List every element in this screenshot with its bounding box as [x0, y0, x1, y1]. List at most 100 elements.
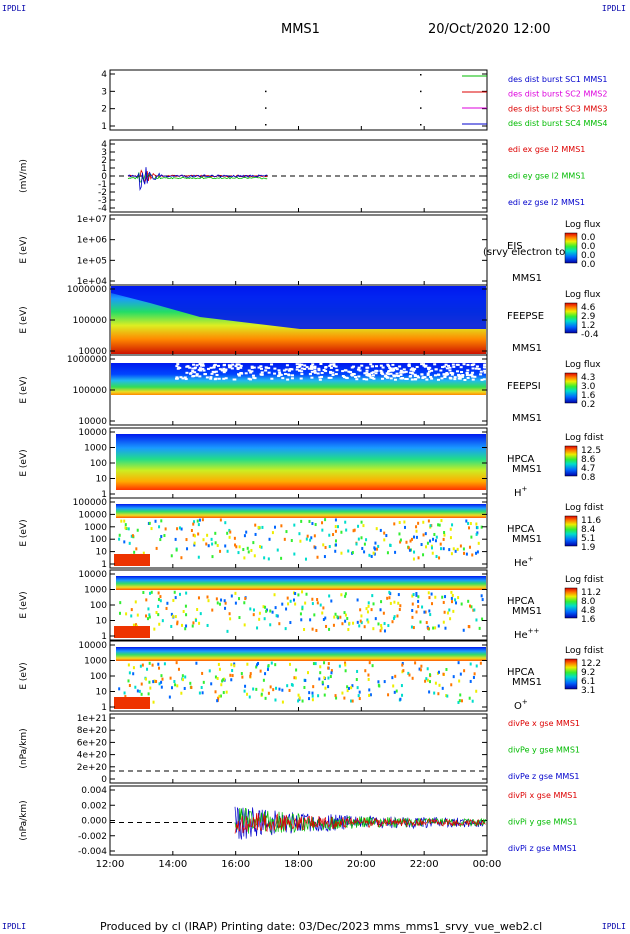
spectrogram-fill: [387, 693, 390, 697]
burst-marker: [420, 107, 422, 109]
spectrogram-fill: [442, 373, 446, 376]
spectrogram-fill: [303, 627, 306, 631]
spectrogram-fill: [114, 554, 150, 566]
spectrogram-fill: [289, 599, 292, 603]
spectrogram-fill: [431, 551, 434, 555]
spectrogram-fill: [322, 606, 325, 610]
y-tick-label: 1000: [84, 444, 107, 454]
spectrogram-fill: [289, 621, 292, 625]
spectrogram-fill: [432, 626, 435, 630]
spectrogram-fill: [314, 546, 317, 550]
spectrogram-fill: [297, 693, 300, 697]
spectrogram-fill: [475, 664, 478, 668]
spectrogram-fill: [393, 600, 396, 604]
spectrogram-fill: [374, 372, 378, 375]
spectrogram-fill: [460, 699, 463, 703]
spectrogram-fill: [441, 595, 444, 599]
spectrogram-fill: [306, 534, 309, 538]
spectrogram-fill: [445, 668, 448, 672]
spectrogram-fill: [471, 699, 474, 703]
spectrogram-fill: [274, 663, 277, 667]
spectrogram-fill: [367, 604, 370, 608]
spectrogram-fill: [419, 668, 422, 672]
spectrogram-fill: [197, 596, 200, 600]
y-tick-label: 1000: [84, 657, 107, 667]
spectrogram-fill: [267, 371, 271, 374]
y-tick-label: 1000: [84, 523, 107, 533]
legend-entry: divPi z gse MMS1: [508, 844, 577, 853]
spectrogram-fill: [336, 525, 339, 529]
spectrogram-fill: [324, 545, 327, 549]
spectrogram-fill: [263, 617, 266, 621]
spectrogram-fill: [311, 597, 314, 601]
spectrogram-fill: [351, 684, 354, 688]
spectrogram-fill: [228, 528, 231, 532]
colorbar-title: Log fdist: [565, 433, 604, 443]
spectrogram-fill: [422, 364, 426, 367]
spectrogram-fill: [392, 616, 395, 620]
spectrogram-fill: [201, 367, 205, 370]
y-tick-label: 1: [101, 560, 107, 570]
spectrogram-fill: [250, 370, 254, 373]
spectrogram-fill: [195, 364, 199, 367]
spectrogram-fill: [128, 541, 131, 545]
spectrogram-fill: [132, 666, 135, 670]
spectrogram-fill: [450, 552, 453, 556]
spectrogram-fill: [420, 373, 424, 376]
species-charge: +: [522, 485, 528, 493]
spectrogram-fill: [224, 544, 227, 548]
spectrogram-fill: [282, 369, 286, 372]
legend-entry: divPi y gse MMS1: [508, 818, 577, 827]
spectrogram-fill: [127, 679, 130, 683]
spectrogram-fill: [321, 680, 324, 684]
spectrogram-fill: [428, 596, 431, 600]
spectrogram-fill: [230, 594, 233, 598]
spacecraft-label: MMS1: [512, 343, 542, 354]
spectrogram-fill: [286, 684, 289, 688]
spectrogram-fill: [334, 539, 337, 543]
spectrogram-fill: [328, 627, 331, 631]
spectrogram-fill: [235, 363, 239, 366]
spectrogram-fill: [471, 553, 474, 557]
spectrogram-fill: [341, 370, 345, 373]
y-tick-label: 1e+05: [77, 256, 107, 266]
spectrogram-fill: [299, 612, 302, 616]
x-tick-label: 20:00: [347, 859, 376, 870]
spectrogram-fill: [138, 689, 141, 693]
species-label: He+: [514, 555, 534, 569]
spectrogram-fill: [457, 661, 460, 665]
spectrogram-fill: [392, 684, 395, 688]
spectrogram-fill: [346, 685, 349, 689]
spectrogram-fill: [332, 364, 336, 367]
spectrogram-fill: [434, 539, 437, 543]
spectrogram-fill: [463, 378, 467, 381]
spectrogram-fill: [209, 377, 213, 380]
spectrogram-fill: [229, 530, 232, 534]
spectrogram-fill: [400, 377, 404, 380]
spectrogram-fill: [173, 590, 176, 594]
spectrogram-fill: [358, 369, 362, 372]
y-tick-label: 2: [101, 156, 107, 166]
spectrogram-fill: [318, 677, 321, 681]
spectrogram-fill: [185, 538, 188, 542]
spectrogram-fill: [432, 537, 435, 541]
y-tick-label: 10000: [78, 510, 107, 520]
spectrogram-fill: [201, 671, 204, 675]
spectrogram-fill: [283, 372, 287, 375]
spectrogram-fill: [451, 600, 454, 604]
spectrogram-fill: [319, 603, 322, 607]
spectrogram-fill: [317, 694, 320, 698]
spectrogram-fill: [318, 378, 322, 381]
spectrogram-fill: [127, 663, 130, 667]
spectrogram-fill: [323, 555, 326, 559]
spectrogram-fill: [244, 684, 247, 688]
spectrogram-fill: [466, 363, 470, 366]
spectrogram-fill: [450, 590, 453, 594]
spectrogram-fill: [428, 609, 431, 613]
spectrogram-fill: [400, 684, 403, 688]
spectrogram-fill: [426, 372, 430, 375]
panel-frame: [109, 713, 488, 784]
spectrogram-fill: [391, 363, 395, 366]
spectrogram-fill: [410, 367, 414, 370]
spectrogram-fill: [174, 615, 177, 619]
